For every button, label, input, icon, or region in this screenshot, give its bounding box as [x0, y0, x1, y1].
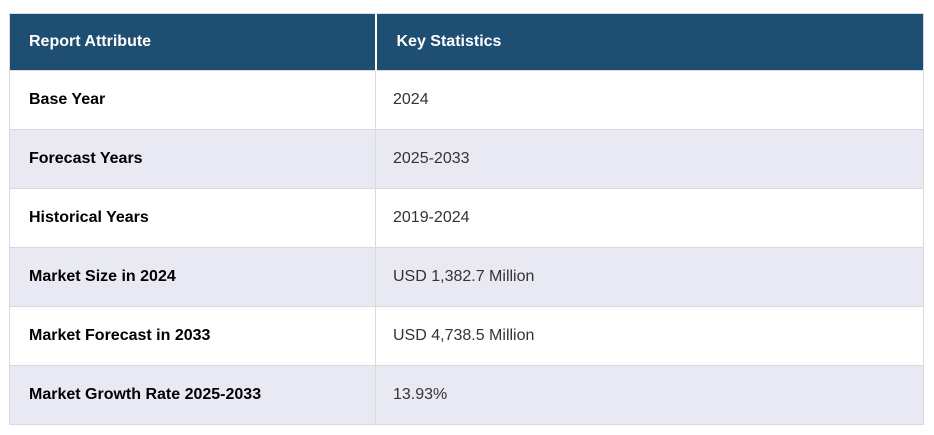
value-cell: USD 1,382.7 Million [375, 247, 924, 307]
table-header: Report Attribute Key Statistics [9, 13, 924, 71]
report-statistics-table-container: Report Attribute Key Statistics Base Yea… [9, 13, 924, 425]
report-statistics-table: Report Attribute Key Statistics Base Yea… [9, 13, 924, 425]
attribute-cell: Market Forecast in 2033 [9, 306, 376, 366]
table-row: Forecast Years 2025-2033 [9, 129, 924, 189]
attribute-cell: Base Year [9, 70, 376, 130]
value-cell: 2019-2024 [375, 188, 924, 248]
table-row: Market Forecast in 2033 USD 4,738.5 Mill… [9, 306, 924, 366]
attribute-cell: Historical Years [9, 188, 376, 248]
attribute-cell: Forecast Years [9, 129, 376, 189]
table-row: Market Growth Rate 2025-2033 13.93% [9, 365, 924, 425]
value-cell: 2024 [375, 70, 924, 130]
attribute-cell: Market Size in 2024 [9, 247, 376, 307]
table-row: Market Size in 2024 USD 1,382.7 Million [9, 247, 924, 307]
column-header-key-statistics: Key Statistics [375, 13, 924, 71]
table-row: Base Year 2024 [9, 70, 924, 130]
table-body: Base Year 2024 Forecast Years 2025-2033 … [9, 70, 924, 425]
column-header-report-attribute: Report Attribute [9, 13, 377, 71]
attribute-cell: Market Growth Rate 2025-2033 [9, 365, 376, 425]
table-row: Historical Years 2019-2024 [9, 188, 924, 248]
value-cell: 13.93% [375, 365, 924, 425]
value-cell: 2025-2033 [375, 129, 924, 189]
value-cell: USD 4,738.5 Million [375, 306, 924, 366]
header-row: Report Attribute Key Statistics [9, 13, 924, 71]
